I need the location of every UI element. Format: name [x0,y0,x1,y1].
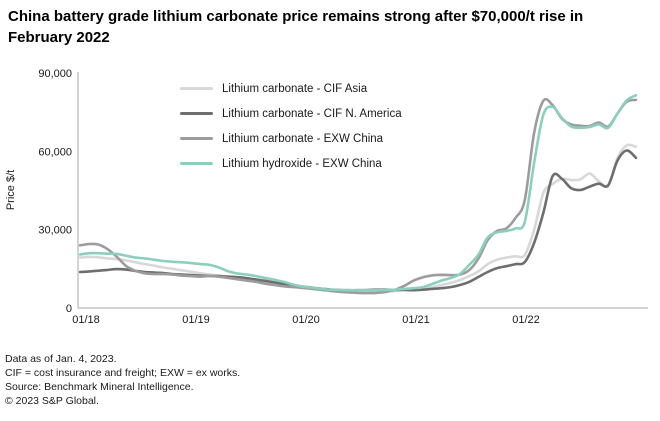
chart-legend: Lithium carbonate - CIF Asia Lithium carb… [180,76,402,176]
footnote-copyright: © 2023 S&P Global. [5,395,99,407]
series-line-lithium-carbonate-exw-china [78,97,638,295]
legend-item-label: Lithium carbonate - CIF Asia [222,82,368,95]
footnote-source: Source: Benchmark Mineral Intelligence. [5,381,194,393]
footnote-abbreviations: CIF = cost insurance and freight; EXW = … [5,367,241,379]
x-tick-label: 01/18 [72,314,100,326]
y-tick-label: 90,000 [38,68,72,80]
y-tick-label: 60,000 [38,146,72,158]
y-tick-label: 30,000 [38,225,72,237]
footnote-data-as-of: Data as of Jan. 4, 2023. [5,353,117,365]
legend-item: Lithium carbonate - EXW China [180,126,402,151]
legend-line-swatch-icon [180,137,213,140]
x-tick-label: 01/19 [182,314,210,326]
legend-line-swatch-icon [180,87,213,90]
x-tick-label: 01/22 [512,314,540,326]
y-tick-label: 0 [66,303,72,315]
x-tick-label: 01/21 [402,314,430,326]
legend-item-label: Lithium carbonate - EXW China [222,132,384,145]
axis-lines [77,72,648,309]
legend-line-swatch-icon [180,112,213,115]
legend-item: Lithium hydroxide - EXW China [180,151,402,176]
x-tick-label: 01/20 [292,314,320,326]
legend-item-label: Lithium carbonate - CIF N. America [222,107,402,120]
legend-line-swatch-icon [180,162,213,165]
legend-item-label: Lithium hydroxide - EXW China [222,157,382,170]
chart-footnotes: Data as of Jan. 4, 2023. CIF = cost insu… [5,352,240,408]
legend-item: Lithium carbonate - CIF N. America [180,101,402,126]
y-axis-label: Price $/t [5,170,17,210]
series-line-lithium-hydroxide-exw-china [78,93,638,292]
chart-title: China battery grade lithium carbonate pr… [8,8,584,46]
legend-item: Lithium carbonate - CIF Asia [180,76,402,101]
